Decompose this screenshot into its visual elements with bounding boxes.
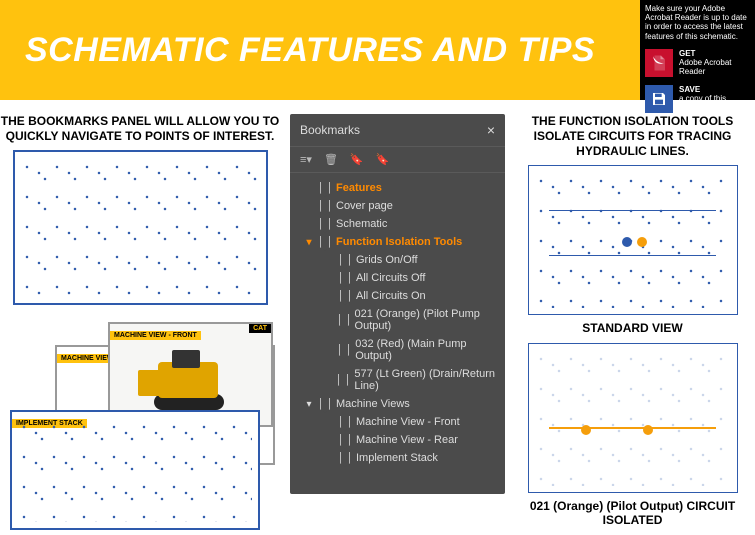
bookmarks-toolbar: ≡▾ 🗑 🔖 🔖 xyxy=(290,147,505,173)
bookmark-label: Function Isolation Tools xyxy=(336,236,462,248)
bm-add-icon[interactable]: 🔖 xyxy=(350,153,364,166)
bookmark-ribbon-icon xyxy=(339,344,349,356)
bookmarks-title: Bookmarks xyxy=(300,123,360,137)
bookmark-ribbon-icon xyxy=(340,290,350,302)
implement-stack-thumb[interactable]: IMPLEMENT STACK xyxy=(10,410,260,530)
bookmark-item[interactable]: All Circuits On xyxy=(290,287,505,305)
bookmark-label: All Circuits On xyxy=(356,290,426,302)
bookmark-item[interactable]: Machine View - Rear xyxy=(290,431,505,449)
isolated-view-thumb[interactable] xyxy=(528,343,738,493)
content-row: THE BOOKMARKS PANEL WILL ALLOW YOU TO QU… xyxy=(0,100,755,535)
schematic-thumb-main[interactable] xyxy=(13,150,268,305)
get-line2: Adobe Acrobat Reader xyxy=(679,58,750,76)
thumb-label-front: MACHINE VIEW - FRONT xyxy=(110,331,201,340)
bookmark-item[interactable]: 577 (Lt Green) (Drain/Return Line) xyxy=(290,365,505,395)
bookmark-ribbon-icon xyxy=(320,182,330,194)
bookmark-ribbon-icon xyxy=(340,434,350,446)
bookmark-item[interactable]: ▾ Function Isolation Tools xyxy=(290,233,505,251)
bookmarks-list[interactable]: Features Cover page Schematic ▾ Function Iso… xyxy=(290,173,505,494)
bookmark-item[interactable]: Grids On/Off xyxy=(290,251,505,269)
bookmark-item[interactable]: Machine View - Front xyxy=(290,413,505,431)
bookmark-item[interactable]: Features xyxy=(290,179,505,197)
bookmark-item[interactable]: 021 (Orange) (Pilot Pump Output) xyxy=(290,305,505,335)
bookmark-item[interactable]: All Circuits Off xyxy=(290,269,505,287)
bookmark-ribbon-icon xyxy=(340,272,350,284)
save-line1: SAVE xyxy=(679,85,750,94)
bookmark-ribbon-icon xyxy=(320,236,330,248)
side-actions: Make sure your Adobe Acrobat Reader is u… xyxy=(640,0,755,100)
save-icon xyxy=(645,85,673,113)
chevron-down-icon: ▾ xyxy=(304,399,314,410)
bookmark-ribbon-icon xyxy=(320,398,330,410)
bookmark-label: Implement Stack xyxy=(356,452,438,464)
bookmark-label: Machine View - Front xyxy=(356,416,460,428)
bookmark-ribbon-icon xyxy=(339,314,349,326)
bookmark-item[interactable]: 032 (Red) (Main Pump Output) xyxy=(290,335,505,365)
bookmark-item[interactable]: Cover page xyxy=(290,197,505,215)
bookmark-ribbon-icon xyxy=(338,374,348,386)
title-area: SCHEMATIC FEATURES AND TIPS xyxy=(0,0,640,100)
save-line2: a copy of this schematic xyxy=(679,94,750,112)
left-column: THE BOOKMARKS PANEL WILL ALLOW YOU TO QU… xyxy=(0,114,280,535)
bm-addchild-icon[interactable]: 🔖 xyxy=(376,153,390,166)
bookmark-label: Machine Views xyxy=(336,398,410,410)
left-heading: THE BOOKMARKS PANEL WILL ALLOW YOU TO QU… xyxy=(0,114,280,144)
bookmark-label: 021 (Orange) (Pilot Pump Output) xyxy=(355,308,495,332)
bookmark-label: Grids On/Off xyxy=(356,254,418,266)
bookmark-label: Features xyxy=(336,182,382,194)
get-reader-text: GET Adobe Acrobat Reader xyxy=(679,49,750,76)
bookmarks-column: Bookmarks × ≡▾ 🗑 🔖 🔖 Features Cover page S… xyxy=(290,114,505,535)
bookmark-item[interactable]: ▾ Machine Views xyxy=(290,395,505,413)
save-text: SAVE a copy of this schematic xyxy=(679,85,750,112)
bookmark-label: Machine View - Rear xyxy=(356,434,458,446)
bookmark-label: 032 (Red) (Main Pump Output) xyxy=(355,338,495,362)
page-title: SCHEMATIC FEATURES AND TIPS xyxy=(25,31,595,70)
pdf-icon xyxy=(645,49,673,77)
bookmarks-panel: Bookmarks × ≡▾ 🗑 🔖 🔖 Features Cover page S… xyxy=(290,114,505,494)
top-bar: SCHEMATIC FEATURES AND TIPS Make sure yo… xyxy=(0,0,755,100)
standard-view-caption: STANDARD VIEW xyxy=(525,321,740,335)
cat-badge: CAT xyxy=(249,324,271,333)
bookmark-label: 577 (Lt Green) (Drain/Return Line) xyxy=(354,368,495,392)
bookmark-label: Schematic xyxy=(336,218,387,230)
bookmark-item[interactable]: Implement Stack xyxy=(290,449,505,467)
right-heading: THE FUNCTION ISOLATION TOOLS ISOLATE CIR… xyxy=(525,114,740,159)
bookmarks-close-icon[interactable]: × xyxy=(487,122,495,138)
get-reader-button[interactable]: GET Adobe Acrobat Reader xyxy=(640,45,755,81)
bookmark-ribbon-icon xyxy=(340,452,350,464)
bookmark-ribbon-icon xyxy=(340,254,350,266)
get-line1: GET xyxy=(679,49,750,58)
bookmark-ribbon-icon xyxy=(320,218,330,230)
isolated-view-caption: 021 (Orange) (Pilot Output) CIRCUIT ISOL… xyxy=(525,499,740,527)
right-column: THE FUNCTION ISOLATION TOOLS ISOLATE CIR… xyxy=(515,114,740,535)
standard-view-thumb[interactable] xyxy=(528,165,738,315)
left-thumb-stack: MACHINE VIEW - REAR MACHINE VIEW - FRONT… xyxy=(0,150,280,530)
chevron-down-icon: ▾ xyxy=(304,237,314,248)
save-button[interactable]: SAVE a copy of this schematic xyxy=(640,81,755,117)
bookmark-label: All Circuits Off xyxy=(356,272,425,284)
bm-trash-icon[interactable]: 🗑 xyxy=(324,153,338,166)
bookmarks-header: Bookmarks × xyxy=(290,114,505,147)
bm-options-icon[interactable]: ≡▾ xyxy=(300,153,312,166)
reader-warning: Make sure your Adobe Acrobat Reader is u… xyxy=(640,0,755,45)
bookmark-ribbon-icon xyxy=(320,200,330,212)
bookmark-label: Cover page xyxy=(336,200,393,212)
bookmark-ribbon-icon xyxy=(340,416,350,428)
bookmark-item[interactable]: Schematic xyxy=(290,215,505,233)
